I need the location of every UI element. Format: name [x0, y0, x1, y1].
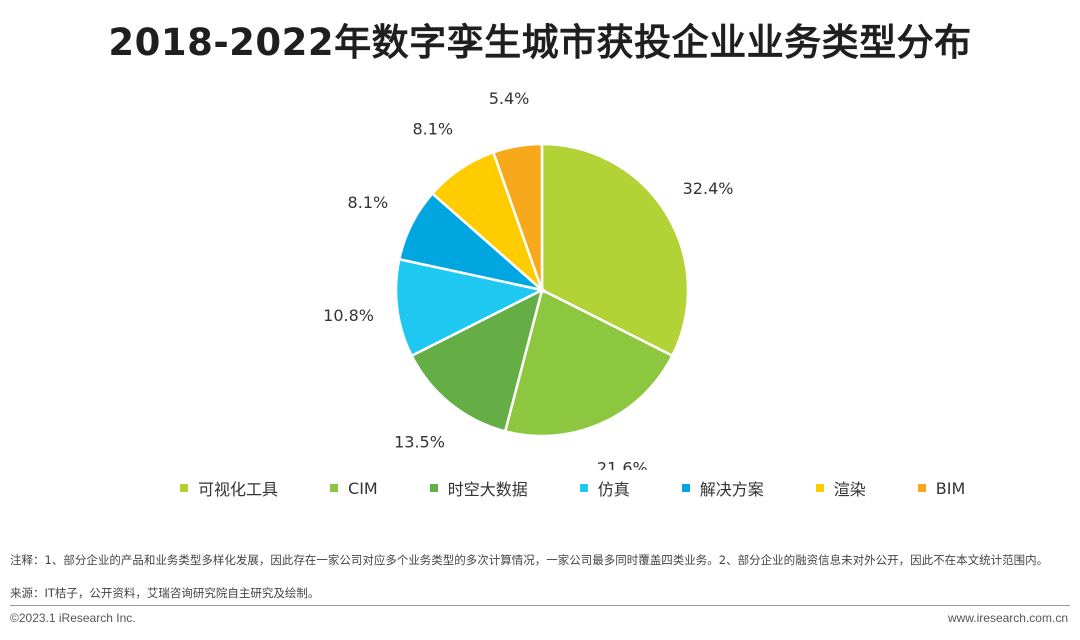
legend-item: 仿真	[579, 477, 630, 499]
pie-slice	[540, 142, 690, 358]
legend-label: 渲染	[833, 480, 866, 499]
pie-chart: 32.4% 21.6% 13.5% 10.8% 8.1% 8.1% 5.4%	[323, 89, 733, 470]
legend-item: 解决方案	[681, 477, 764, 499]
legend-label: 解决方案	[699, 480, 764, 499]
legend-item: CIM	[330, 477, 378, 499]
website-link[interactable]: www.iresearch.com.cn	[947, 611, 1068, 625]
slice-data-label: 13.5%	[394, 433, 445, 452]
legend-item: 渲染	[815, 477, 866, 499]
legend-swatch	[579, 484, 588, 492]
legend-swatch	[815, 484, 824, 492]
legend-swatch	[429, 484, 438, 492]
legend-swatch	[681, 484, 690, 492]
pie-slices	[394, 142, 690, 438]
pie-slice	[491, 142, 544, 291]
copyright: ©2023.1 iResearch Inc.	[10, 611, 136, 625]
legend-label: 仿真	[597, 480, 630, 499]
legend-item: 可视化工具	[180, 477, 278, 499]
chart-legend: 可视化工具 CIM 时空大数据 仿真 解决方案 渲染 BIM	[180, 476, 965, 500]
pie-labels: 32.4% 21.6% 13.5% 10.8% 8.1% 8.1% 5.4%	[323, 89, 733, 470]
pie-slice	[409, 287, 544, 433]
footer-divider	[10, 605, 1070, 606]
legend-label: BIM	[935, 478, 966, 498]
slice-data-label: 21.6%	[597, 459, 648, 470]
legend-label: 可视化工具	[198, 480, 279, 499]
legend-swatch	[917, 484, 926, 492]
source-line: 来源：IT桔子，公开资料，艾瑞咨询研究院自主研究及绘制。	[10, 586, 320, 600]
chart-title: 2018-2022年数字孪生城市获投企业业务类型分布	[108, 21, 972, 64]
legend-swatch	[180, 484, 188, 492]
legend-swatch	[330, 484, 339, 492]
legend-label: 时空大数据	[447, 480, 528, 499]
slice-data-label: 8.1%	[348, 193, 389, 212]
slice-data-label: 10.8%	[323, 306, 374, 325]
slice-data-label: 32.4%	[683, 179, 734, 198]
pie-slice	[503, 288, 675, 438]
legend-label: CIM	[348, 478, 378, 498]
legend-item: 时空大数据	[429, 477, 528, 499]
slice-data-label: 8.1%	[412, 119, 453, 138]
legend-item: BIM	[917, 477, 966, 499]
footnote: 注释：1、部分企业的产品和业务类型多样化发展，因此存在一家公司对应多个业务类型的…	[10, 553, 1049, 567]
slice-data-label: 5.4%	[489, 89, 530, 108]
